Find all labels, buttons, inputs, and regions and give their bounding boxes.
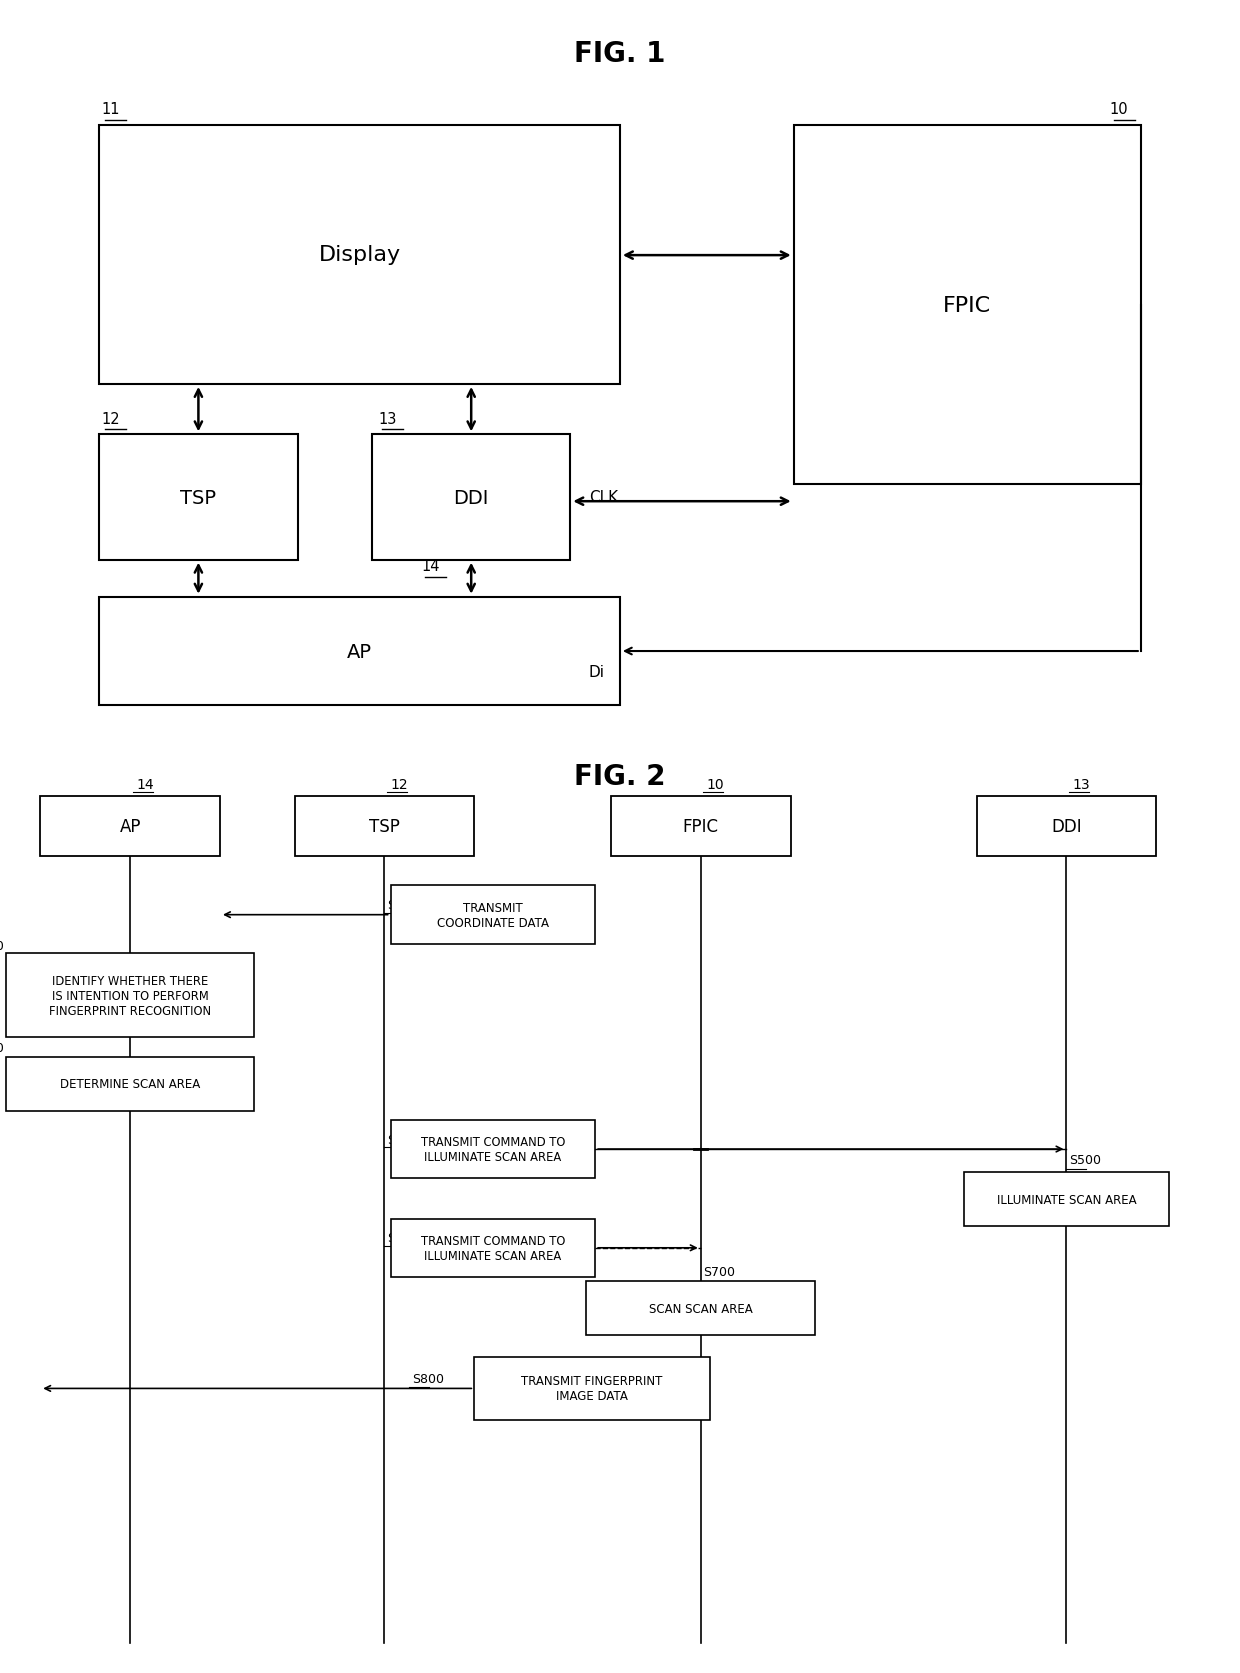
Text: ILLUMINATE SCAN AREA: ILLUMINATE SCAN AREA xyxy=(997,1193,1136,1206)
Text: DDI: DDI xyxy=(454,489,489,507)
Text: TRANSMIT COMMAND TO
ILLUMINATE SCAN AREA: TRANSMIT COMMAND TO ILLUMINATE SCAN AREA xyxy=(420,1235,565,1261)
Text: DDI: DDI xyxy=(1052,818,1081,835)
Bar xyxy=(794,125,1141,485)
Text: FPIC: FPIC xyxy=(682,818,719,835)
Bar xyxy=(391,1218,595,1278)
Text: FPIC: FPIC xyxy=(944,296,991,315)
Bar xyxy=(295,796,474,857)
Text: S800: S800 xyxy=(412,1372,444,1385)
Bar xyxy=(474,1357,711,1420)
Text: S100: S100 xyxy=(387,898,419,912)
Bar xyxy=(6,1057,254,1111)
Text: TRANSMIT COMMAND TO
ILLUMINATE SCAN AREA: TRANSMIT COMMAND TO ILLUMINATE SCAN AREA xyxy=(420,1136,565,1163)
Bar xyxy=(40,796,221,857)
Bar xyxy=(965,1173,1168,1226)
Bar xyxy=(99,435,298,560)
Text: FIG. 2: FIG. 2 xyxy=(574,763,666,790)
Text: Di: Di xyxy=(589,666,605,679)
Bar xyxy=(977,796,1156,857)
Text: CLK: CLK xyxy=(589,490,618,504)
Text: 10: 10 xyxy=(1110,102,1128,117)
Text: SCAN SCAN AREA: SCAN SCAN AREA xyxy=(649,1302,753,1315)
Text: S300: S300 xyxy=(0,1041,4,1054)
Text: FIG. 1: FIG. 1 xyxy=(574,40,666,67)
Text: AP: AP xyxy=(119,818,141,835)
Text: S400: S400 xyxy=(387,1133,419,1146)
Text: TRANSMIT FINGERPRINT
IMAGE DATA: TRANSMIT FINGERPRINT IMAGE DATA xyxy=(521,1375,663,1402)
Text: 13: 13 xyxy=(378,412,397,427)
Text: IDENTIFY WHETHER THERE
IS INTENTION TO PERFORM
FINGERPRINT RECOGNITION: IDENTIFY WHETHER THERE IS INTENTION TO P… xyxy=(50,974,211,1017)
Text: 12: 12 xyxy=(391,778,408,791)
Text: TSP: TSP xyxy=(180,489,217,507)
Text: S600: S600 xyxy=(387,1231,419,1245)
Text: 12: 12 xyxy=(102,412,120,427)
Text: 11: 11 xyxy=(102,102,120,117)
Text: S700: S700 xyxy=(703,1265,735,1278)
Text: TRANSMIT
COORDINATE DATA: TRANSMIT COORDINATE DATA xyxy=(436,902,549,929)
Bar xyxy=(391,1121,595,1178)
Bar xyxy=(6,954,254,1037)
Bar xyxy=(391,887,595,944)
Text: S500: S500 xyxy=(1069,1153,1101,1166)
Text: 13: 13 xyxy=(1073,778,1090,791)
Text: TSP: TSP xyxy=(370,818,399,835)
Bar xyxy=(99,597,620,706)
Bar xyxy=(99,125,620,385)
Text: 14: 14 xyxy=(422,559,440,574)
Text: S200: S200 xyxy=(0,939,4,952)
Text: AP: AP xyxy=(347,642,372,661)
Text: 10: 10 xyxy=(707,778,724,791)
Bar xyxy=(585,1282,816,1335)
Text: 14: 14 xyxy=(136,778,154,791)
Bar xyxy=(610,796,791,857)
Text: DETERMINE SCAN AREA: DETERMINE SCAN AREA xyxy=(60,1077,201,1091)
Text: Display: Display xyxy=(319,246,401,264)
Bar xyxy=(372,435,570,560)
